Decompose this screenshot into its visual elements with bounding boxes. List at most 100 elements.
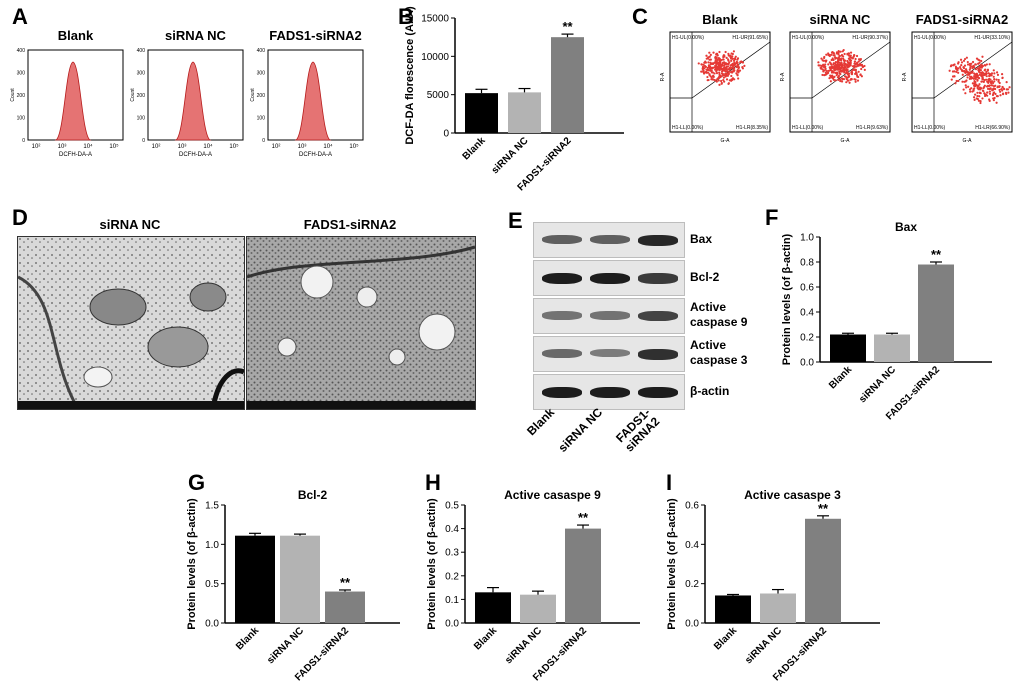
blot-lane-label: siRNA NC	[555, 405, 605, 455]
em-image-fads1-sirna2	[246, 236, 476, 410]
scatter-quadrant-lr: H1-LR(8.35%)	[736, 125, 768, 131]
scatter-frame	[669, 31, 771, 133]
histogram-title: siRNA NC	[165, 28, 227, 43]
panel-label-e: E	[508, 208, 523, 233]
histogram-ytick: 400	[137, 48, 146, 54]
histogram-peak	[294, 61, 332, 141]
histogram-xtick: 10³	[298, 144, 307, 150]
histogram-ytick: 200	[257, 93, 266, 99]
chart-f-ytick-label: 1.0	[800, 233, 814, 244]
scatter-quadrant-ll: H1-LL(0.00%)	[672, 125, 703, 131]
scatter-title: Blank	[702, 12, 738, 27]
histogram-ytick: 100	[137, 116, 146, 122]
chart-g-category-label: Blank	[234, 625, 261, 652]
histogram-xtick: 10³	[178, 144, 187, 150]
em-image-sirna-nc	[17, 236, 245, 410]
chart-b-ytick-label: 15000	[421, 14, 449, 25]
chart-h-ytick-label: 0.3	[445, 548, 459, 559]
chart-f-bar	[918, 264, 954, 362]
chart-h-significance: **	[578, 510, 589, 525]
chart-h-bar	[520, 594, 556, 623]
blot-band	[638, 235, 678, 247]
histogram-peak	[174, 61, 212, 141]
chart-b-category-label: Blank	[461, 135, 488, 162]
chart-h-category-label: siRNA NC	[503, 625, 544, 666]
histogram-xtick: 10⁵	[109, 143, 119, 150]
chart-b-bar	[465, 93, 498, 133]
histogram-xtick: 10⁵	[229, 143, 239, 150]
chart-h-ytick-label: 0.0	[445, 619, 459, 630]
panel-label-i: I	[666, 470, 673, 495]
chart-g-significance: **	[340, 575, 351, 590]
histogram-peak	[54, 61, 92, 141]
blot-band	[590, 235, 630, 245]
histogram-ytick: 300	[257, 71, 266, 77]
histogram-ytick: 400	[257, 48, 266, 54]
histogram-xtick: 10⁴	[83, 143, 93, 150]
chart-f-ytick-label: 0.8	[800, 258, 814, 269]
blot-strip	[533, 298, 685, 334]
chart-h-ytick-label: 0.1	[445, 595, 459, 606]
chart-i-ytick-label: 0.4	[685, 540, 699, 551]
chart-g-bar	[235, 535, 275, 623]
panel-label-b: B	[398, 4, 414, 29]
chart-i-ytick-label: 0.2	[685, 579, 699, 590]
western-blot	[533, 222, 685, 412]
em-title-sirna-nc: siRNA NC	[99, 217, 161, 232]
blot-lane-label: Blank	[524, 405, 557, 438]
blot-band	[542, 349, 582, 358]
scatter-quadrant-ul: H1-UL(0.00%)	[792, 35, 824, 41]
histogram-xlabel: DCFH-DA-A	[299, 152, 332, 158]
histogram-xtick: 10²	[272, 144, 281, 150]
blot-row-label: Active caspase 3	[690, 338, 748, 367]
blot-row-label: Bax	[690, 232, 713, 246]
histogram-ytick: 100	[17, 116, 26, 122]
chart-g-bar	[325, 591, 365, 623]
chart-i-active-caspase3: Active casaspe 3 0.0 0.2 0.4 0.6 Protein leve…	[666, 488, 880, 683]
chart-h-ytick-label: 0.4	[445, 524, 459, 535]
blot-band	[590, 387, 630, 399]
scatter-gate-diagonal	[933, 41, 1013, 99]
blot-band	[542, 273, 582, 285]
scatter-quadrant-ul: H1-UL(0.00%)	[672, 35, 704, 41]
scatter-points	[697, 50, 746, 86]
histogram-title: FADS1-siRNA2	[269, 28, 361, 43]
panel-label-f: F	[765, 205, 779, 230]
chart-b-ylabel: DCF-DA florescence (A.U.)	[404, 6, 416, 145]
scatter-frame	[911, 31, 1013, 133]
blot-band	[638, 311, 678, 322]
histogram-xtick: 10⁴	[323, 143, 333, 150]
chart-g-bar	[280, 535, 320, 623]
chart-i-title: Active casaspe 3	[744, 488, 841, 502]
blot-band	[542, 387, 582, 399]
histogram-ylabel: Count	[130, 88, 136, 102]
chart-b-bar	[551, 37, 584, 133]
chart-f-ytick-label: 0.2	[800, 333, 814, 344]
scatter-xlabel: G-A	[721, 138, 731, 144]
histogram-ytick: 300	[137, 71, 146, 77]
scatter-ylabel: R-A	[660, 72, 666, 81]
blot-row-label: Active caspase 9	[690, 300, 748, 329]
blot-band	[542, 311, 582, 320]
histogram-title: Blank	[58, 28, 94, 43]
chart-h-ytick-label: 0.5	[445, 501, 459, 512]
chart-b-ytick-label: 0	[443, 129, 449, 140]
chart-f-ytick-label: 0.6	[800, 283, 814, 294]
histogram-xtick: 10⁴	[203, 143, 213, 150]
chart-f-ylabel: Protein levels (of β-actin)	[781, 233, 793, 365]
histogram-ytick: 0	[142, 138, 145, 144]
chart-b-ytick-label: 10000	[421, 52, 449, 63]
blot-band	[638, 349, 678, 360]
scatter-ylabel: R-A	[902, 72, 908, 81]
panel-label-c: C	[632, 4, 648, 29]
chart-i-ytick-label: 0.6	[685, 501, 699, 512]
chart-g-ytick-label: 1.0	[205, 540, 219, 551]
panel-label-g: G	[188, 470, 206, 495]
scatter-quadrant-ll: H1-LL(0.00%)	[792, 125, 823, 131]
chart-b-bar	[508, 92, 541, 133]
scatter-points	[817, 48, 866, 84]
histogram-xtick: 10³	[58, 144, 67, 150]
chart-b-dcf-fluorescence: 0 5000 10000 15000 DCF-DA florescence (A.U.)…	[404, 6, 624, 193]
histogram-xtick: 10²	[152, 144, 161, 150]
chart-h-ylabel: Protein levels (of β-actin)	[426, 498, 438, 630]
